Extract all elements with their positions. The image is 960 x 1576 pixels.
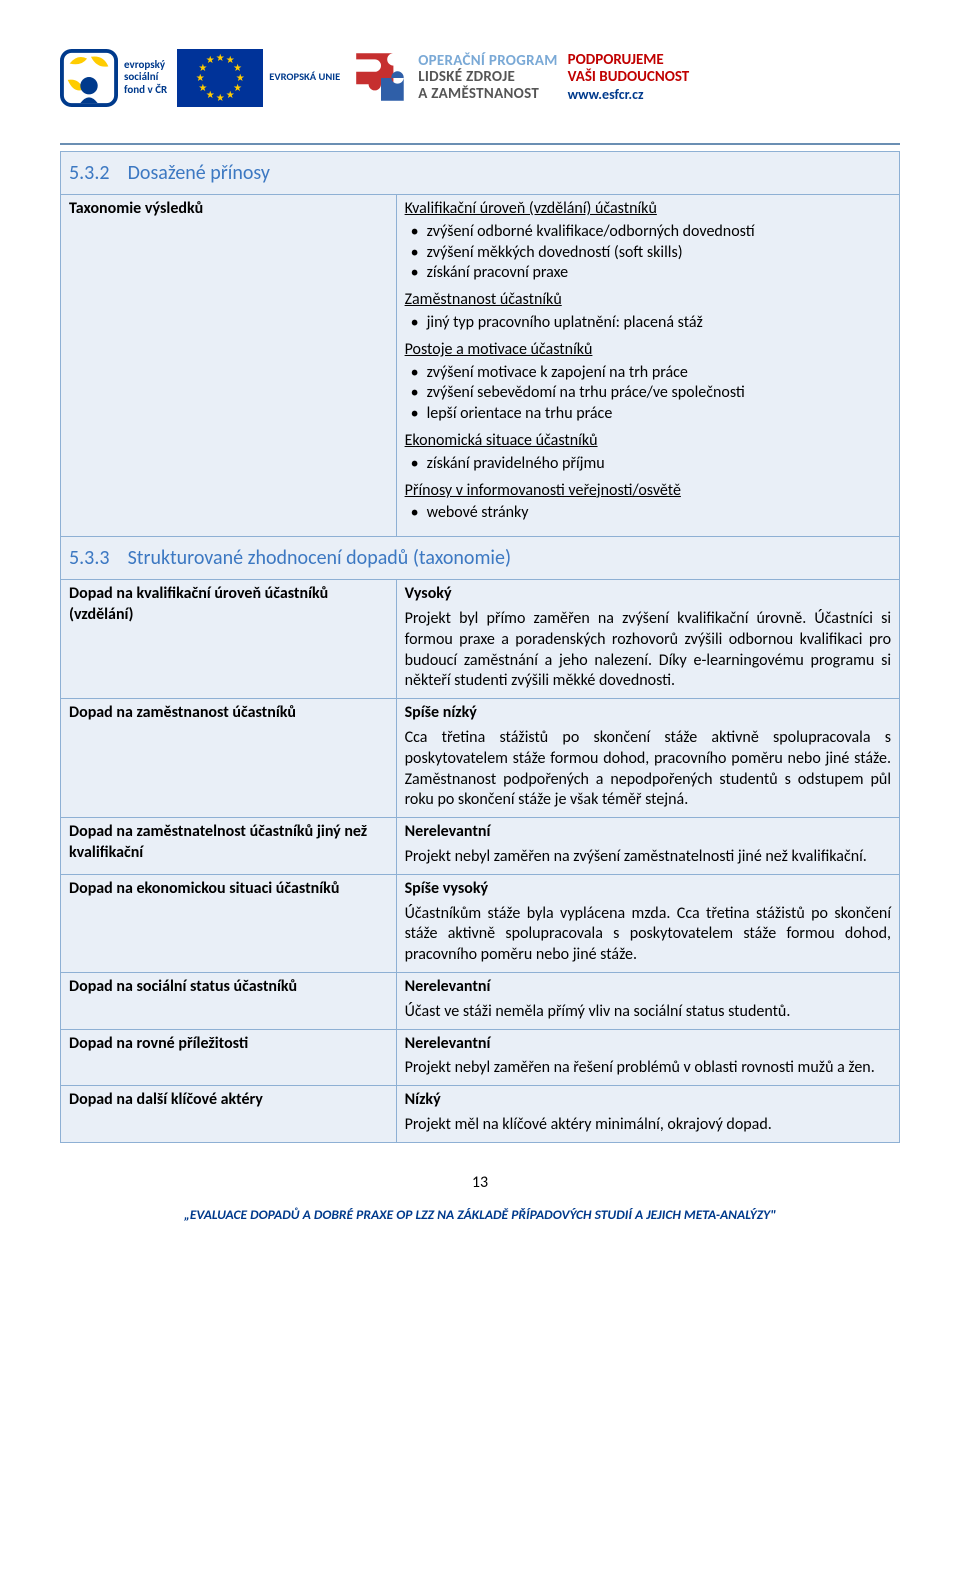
taxonomy-group-heading: Ekonomická situace účastníků (405, 431, 891, 452)
taxonomy-bullet: jiný typ pracovního uplatnění: placená s… (427, 313, 891, 334)
eu-star-icon: ★ (226, 90, 235, 100)
impact-text: Účast ve stáži neměla přímý vliv na soci… (405, 1002, 891, 1023)
impact-text: Projekt byl přímo zaměřen na zvýšení kva… (405, 609, 891, 692)
taxonomy-bullet: zvýšení měkkých dovedností (soft skills) (427, 243, 891, 264)
section-533-number: 5.3.3 (69, 546, 110, 570)
document-table: 5.3.2 Dosažené přínosy Taxonomie výsledk… (60, 151, 900, 1143)
taxonomy-bullet: lepší orientace na trhu práce (427, 404, 891, 425)
taxonomy-group-heading: Postoje a motivace účastníků (405, 340, 891, 361)
impact-label-cell: Dopad na zaměstnatelnost účastníků jiný … (61, 818, 397, 875)
impact-rating: Spíše nízký (405, 703, 891, 724)
esf-text-line3: fond v ČR (124, 84, 167, 97)
table-row: Dopad na sociální status účastníkůNerele… (61, 972, 900, 1029)
section-533-heading-cell: 5.3.3 Strukturované zhodnocení dopadů (t… (61, 537, 900, 580)
section-533-heading: 5.3.3 Strukturované zhodnocení dopadů (t… (69, 541, 891, 573)
impact-text: Cca třetina stážistů po skončení stáže a… (405, 728, 891, 811)
op-line2: LIDSKÉ ZDROJE (418, 69, 557, 86)
header-logos: evropský sociální fond v ČR ★★★★★★★★★★★★… (60, 30, 900, 125)
support-link: www.esfcr.cz (568, 87, 690, 103)
impact-label-cell: Dopad na zaměstnanost účastníků (61, 699, 397, 818)
taxonomy-group-list: jiný typ pracovního uplatnění: placená s… (405, 313, 891, 334)
taxonomy-group-heading: Přínosy v informovanosti veřejnosti/osvě… (405, 481, 891, 502)
section-532-heading: 5.3.2 Dosažené přínosy (69, 156, 891, 188)
taxonomy-bullet: získání pravidelného příjmu (427, 454, 891, 475)
eu-star-icon: ★ (196, 73, 205, 83)
op-line3: A ZAMĚSTNANOST (418, 86, 557, 103)
table-row: Dopad na ekonomickou situaci účastníkůSp… (61, 874, 900, 972)
eu-star-icon: ★ (216, 53, 225, 63)
table-row: Dopad na další klíčové aktéry Nízký Projek… (61, 1086, 900, 1143)
taxonomy-group-list: zvýšení odborné kvalifikace/odborných do… (405, 222, 891, 284)
esf-text-line2: sociální (124, 71, 167, 84)
impact-text: Účastníkům stáže byla vyplácena mzda. Cc… (405, 904, 891, 966)
impact-label-cell: Dopad na sociální status účastníků (61, 972, 397, 1029)
page-number: 13 (60, 1173, 900, 1192)
impact-rating: Spíše vysoký (405, 879, 891, 900)
impact-label-cell: Dopad na kvalifikační úroveň účastníků (… (61, 580, 397, 699)
puzzle-icon (350, 47, 412, 109)
support-line1: PODPORUJEME (568, 52, 690, 69)
taxonomy-bullet: získání pracovní praxe (427, 263, 891, 284)
impact-value-cell: Nerelevantní Projekt nebyl zaměřen na zvý… (396, 818, 899, 875)
taxonomy-group-heading: Kvalifikační úroveň (vzdělání) účastníků (405, 199, 891, 220)
page-footer: 13 „EVALUACE DOPADŮ A DOBRÉ PRAXE OP LZZ… (60, 1173, 900, 1223)
impact-label-cell: Dopad na ekonomickou situaci účastníků (61, 874, 397, 972)
logo-op: OPERAČNÍ PROGRAM LIDSKÉ ZDROJE A ZAMĚSTN… (350, 47, 557, 109)
impact-value-cell: Spíše nízký Cca třetina stážistů po skonč… (396, 699, 899, 818)
taxonomy-group-list: zvýšení motivace k zapojení na trh práce… (405, 363, 891, 425)
section-532-heading-cell: 5.3.2 Dosažené přínosy (61, 152, 900, 195)
section-533-title: Strukturované zhodnocení dopadů (taxonom… (128, 546, 511, 570)
impact-value-cell: Nerelevantní Účast ve stáži neměla přímý … (396, 972, 899, 1029)
support-line2: VAŠI BUDOUCNOST (568, 69, 690, 86)
table-row: Dopad na rovné příležitosti Nerelevantní P… (61, 1029, 900, 1086)
impact-value-cell: Nízký Projekt měl na klíčové aktéry minim… (396, 1086, 899, 1143)
eu-star-icon: ★ (216, 93, 225, 103)
header-rule (60, 143, 900, 145)
impact-value-cell: Nerelevantní Projekt nebyl zaměřen na řeš… (396, 1029, 899, 1086)
eu-flag-icon: ★★★★★★★★★★★★ (177, 49, 263, 107)
impact-label-cell: Dopad na rovné příležitosti (61, 1029, 397, 1086)
impact-rating: Nerelevantní (405, 977, 891, 998)
impact-rating: Nerelevantní (405, 822, 891, 843)
taxonomy-group-list: webové stránky (405, 503, 891, 524)
impact-value-cell: Vysoký Projekt byl přímo zaměřen na zvýše… (396, 580, 899, 699)
logo-eu: ★★★★★★★★★★★★ EVROPSKÁ UNIE (177, 49, 340, 107)
impact-text: Projekt nebyl zaměřen na řešení problémů… (405, 1058, 891, 1079)
impact-text: Projekt měl na klíčové aktéry minimální,… (405, 1115, 891, 1136)
impact-text: Projekt nebyl zaměřen na zvýšení zaměstn… (405, 847, 891, 868)
taxonomy-group-heading: Zaměstnanost účastníků (405, 290, 891, 311)
table-row: Dopad na kvalifikační úroveň účastníků (… (61, 580, 900, 699)
impact-rating: Nerelevantní (405, 1034, 891, 1055)
impact-label-cell: Dopad na další klíčové aktéry (61, 1086, 397, 1143)
section-532-title: Dosažené přínosy (128, 161, 270, 185)
eu-text: EVROPSKÁ UNIE (269, 71, 340, 84)
esf-icon (60, 49, 118, 107)
logo-esf: evropský sociální fond v ČR (60, 49, 167, 107)
eu-star-icon: ★ (206, 55, 215, 65)
taxonomy-bullet: webové stránky (427, 503, 891, 524)
op-text: OPERAČNÍ PROGRAM LIDSKÉ ZDROJE A ZAMĚSTN… (418, 53, 557, 103)
taxonomy-value-cell: Kvalifikační úroveň (vzdělání) účastníků… (396, 195, 899, 537)
taxonomy-bullet: zvýšení sebevědomí na trhu práce/ve spol… (427, 383, 891, 404)
footer-caption: „EVALUACE DOPADŮ A DOBRÉ PRAXE OP LZZ NA… (60, 1206, 900, 1223)
impact-value-cell: Spíše vysoký Účastníkům stáže byla vyplác… (396, 874, 899, 972)
taxonomy-label-cell: Taxonomie výsledků (61, 195, 397, 537)
taxonomy-bullet: zvýšení motivace k zapojení na trh práce (427, 363, 891, 384)
table-row: Dopad na zaměstnatelnost účastníků jiný … (61, 818, 900, 875)
eu-star-icon: ★ (198, 83, 207, 93)
table-row: Dopad na zaměstnanost účastníkůSpíše níz… (61, 699, 900, 818)
section-532-number: 5.3.2 (69, 161, 110, 185)
logo-support: PODPORUJEME VAŠI BUDOUCNOST www.esfcr.cz (568, 52, 690, 103)
esf-text: evropský sociální fond v ČR (124, 59, 167, 97)
impact-rating: Vysoký (405, 584, 891, 605)
impact-rating: Nízký (405, 1090, 891, 1111)
taxonomy-bullet: zvýšení odborné kvalifikace/odborných do… (427, 222, 891, 243)
taxonomy-group-list: získání pravidelného příjmu (405, 454, 891, 475)
